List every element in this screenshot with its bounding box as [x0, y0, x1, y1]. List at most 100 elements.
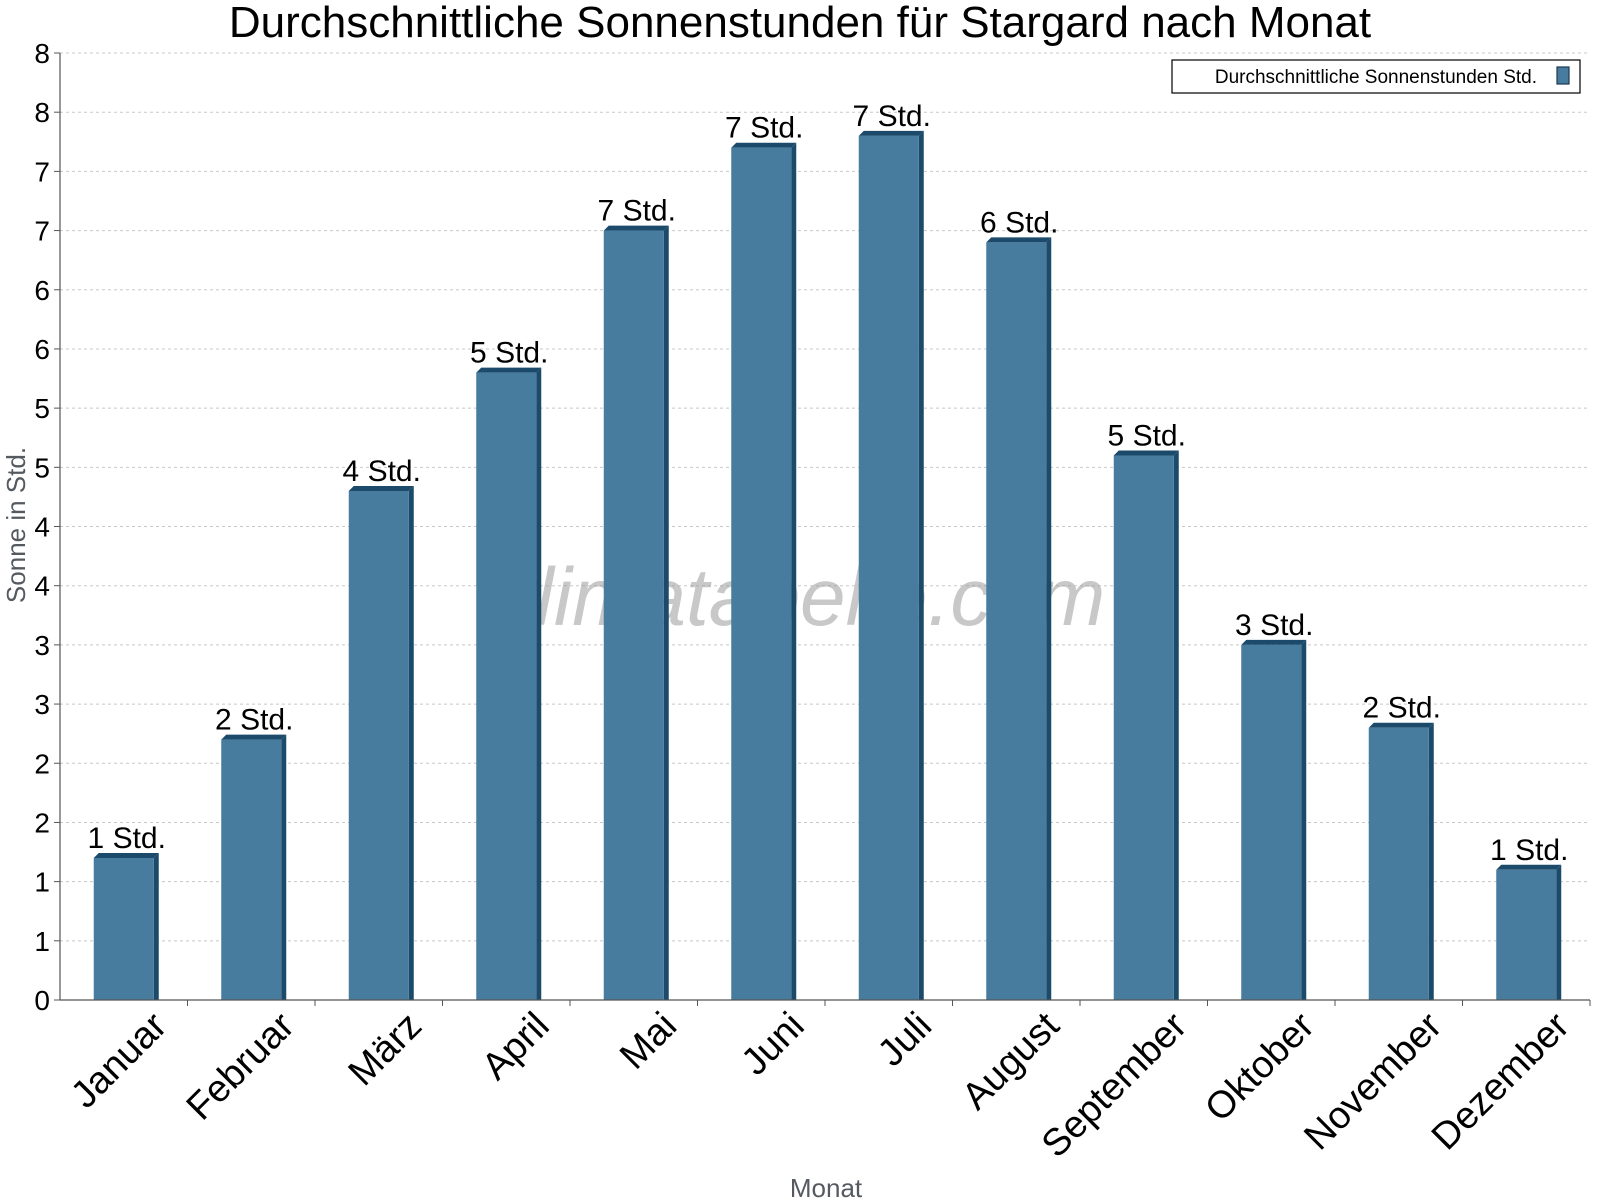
data-label: 2 Std. [1363, 692, 1441, 725]
x-tick-label: März [341, 1005, 430, 1094]
bar-side [1046, 237, 1052, 1000]
x-tick-label: April [474, 1005, 557, 1088]
bar-top [1496, 864, 1562, 870]
data-label: 5 Std. [1108, 419, 1186, 452]
data-label: 3 Std. [1235, 609, 1313, 642]
bar [93, 852, 159, 1000]
y-tick-label: 3 [34, 689, 50, 720]
x-tick-label: Januar [63, 1004, 175, 1116]
bar-top [93, 852, 159, 858]
bar-front [1113, 455, 1174, 1001]
bar-side [408, 485, 414, 1000]
data-labels: 1 Std. 2 Std. 4 Std. 5 Std. 7 Std. 7 Std. 7 St… [88, 100, 1569, 867]
bar-front [348, 490, 409, 1000]
chart-title: Durchschnittliche Sonnenstunden für Star… [229, 0, 1371, 47]
data-label: 6 Std. [980, 206, 1058, 239]
x-tick-label: Juni [734, 1005, 813, 1084]
x-tick-label: Juli [870, 1005, 940, 1075]
bar-side [1428, 722, 1434, 1000]
bar [476, 367, 542, 1000]
data-label: 1 Std. [88, 822, 166, 855]
y-tick-label: 7 [34, 216, 50, 247]
bar-top [348, 485, 414, 491]
bar [221, 734, 287, 1000]
y-tick-label: 1 [34, 867, 50, 898]
bar-front [731, 147, 792, 1000]
bar-side [281, 734, 287, 1000]
x-tick-label: Dezember [1424, 1004, 1578, 1158]
legend-box [1171, 59, 1581, 94]
y-tick-label: 2 [34, 748, 50, 779]
y-tick-label: 2 [34, 807, 50, 838]
y-tick-label: 5 [34, 393, 50, 424]
bar [603, 225, 669, 1000]
x-axis-label: Monat [790, 1173, 863, 1200]
y-tick-label: 5 [34, 452, 50, 483]
bar [1113, 450, 1179, 1001]
y-axis-label: Sonne in Std. [1, 447, 31, 603]
bars [93, 130, 1562, 1001]
bar-front [1241, 644, 1302, 1000]
bar [731, 142, 797, 1000]
bar-side [918, 130, 924, 1001]
bar-side [1556, 864, 1562, 1000]
bar [1241, 639, 1307, 1000]
bar-front [1368, 727, 1429, 1000]
x-tick-label: Mai [612, 1005, 685, 1078]
y-tick-labels: 0 1 1 2 2 3 3 4 4 5 5 6 6 7 7 8 8 [34, 38, 50, 1016]
bar-top [858, 130, 924, 136]
bar-front [221, 739, 282, 1000]
data-label: 1 Std. [1490, 834, 1568, 867]
bar-top [221, 734, 287, 740]
bar-top [731, 142, 797, 148]
bar [348, 485, 414, 1000]
y-tick-label: 4 [34, 512, 50, 543]
bar-side [1301, 639, 1307, 1000]
bar-side [791, 142, 797, 1000]
y-tick-label: 3 [34, 630, 50, 661]
bar-front [858, 135, 919, 1001]
bar [858, 130, 924, 1001]
bar-side [536, 367, 542, 1000]
data-label: 2 Std. [215, 704, 293, 737]
y-tick-label: 6 [34, 275, 50, 306]
data-label: 5 Std. [470, 337, 548, 370]
bar-front [603, 230, 664, 1000]
bar-front [476, 372, 537, 1000]
bar [1368, 722, 1434, 1000]
bar-top [1113, 450, 1179, 456]
bar-front [1496, 869, 1557, 1000]
x-tick-labels: Januar Februar März April Mai Juni Juli AugustS… [63, 1004, 1578, 1165]
bar-side [663, 225, 669, 1000]
bar-top [603, 225, 669, 231]
legend-label: Durchschnittliche Sonnenstunden Std. [1215, 67, 1537, 88]
legend: Durchschnittliche Sonnenstunden Std. [1171, 59, 1581, 94]
bar-top [1368, 722, 1434, 728]
y-tick-label: 4 [34, 571, 50, 602]
data-label: 4 Std. [343, 455, 421, 488]
bar-front [986, 242, 1047, 1000]
legend-swatch [1556, 66, 1570, 85]
data-label: 7 Std. [725, 112, 803, 145]
y-tick-label: 1 [34, 926, 50, 957]
bar-front [93, 857, 154, 1000]
grid-lines [54, 52, 1590, 1001]
bar-top [476, 367, 542, 373]
x-tick-label: Oktober [1197, 1004, 1323, 1130]
bar-side [1173, 450, 1179, 1001]
y-tick-label: 6 [34, 334, 50, 365]
x-tick-label: August [954, 1004, 1068, 1118]
data-label: 7 Std. [598, 195, 676, 228]
bar [986, 237, 1052, 1000]
x-tick-label: Februar [179, 1004, 303, 1128]
y-tick-label: 0 [34, 985, 50, 1016]
data-label: 7 Std. [853, 100, 931, 133]
y-tick-label: 8 [34, 97, 50, 128]
x-tick-label: November [1296, 1004, 1450, 1158]
y-tick-label: 8 [34, 38, 50, 69]
bar-top [1241, 639, 1307, 645]
bar [1496, 864, 1562, 1000]
y-tick-label: 7 [34, 156, 50, 187]
bar-top [986, 237, 1052, 243]
